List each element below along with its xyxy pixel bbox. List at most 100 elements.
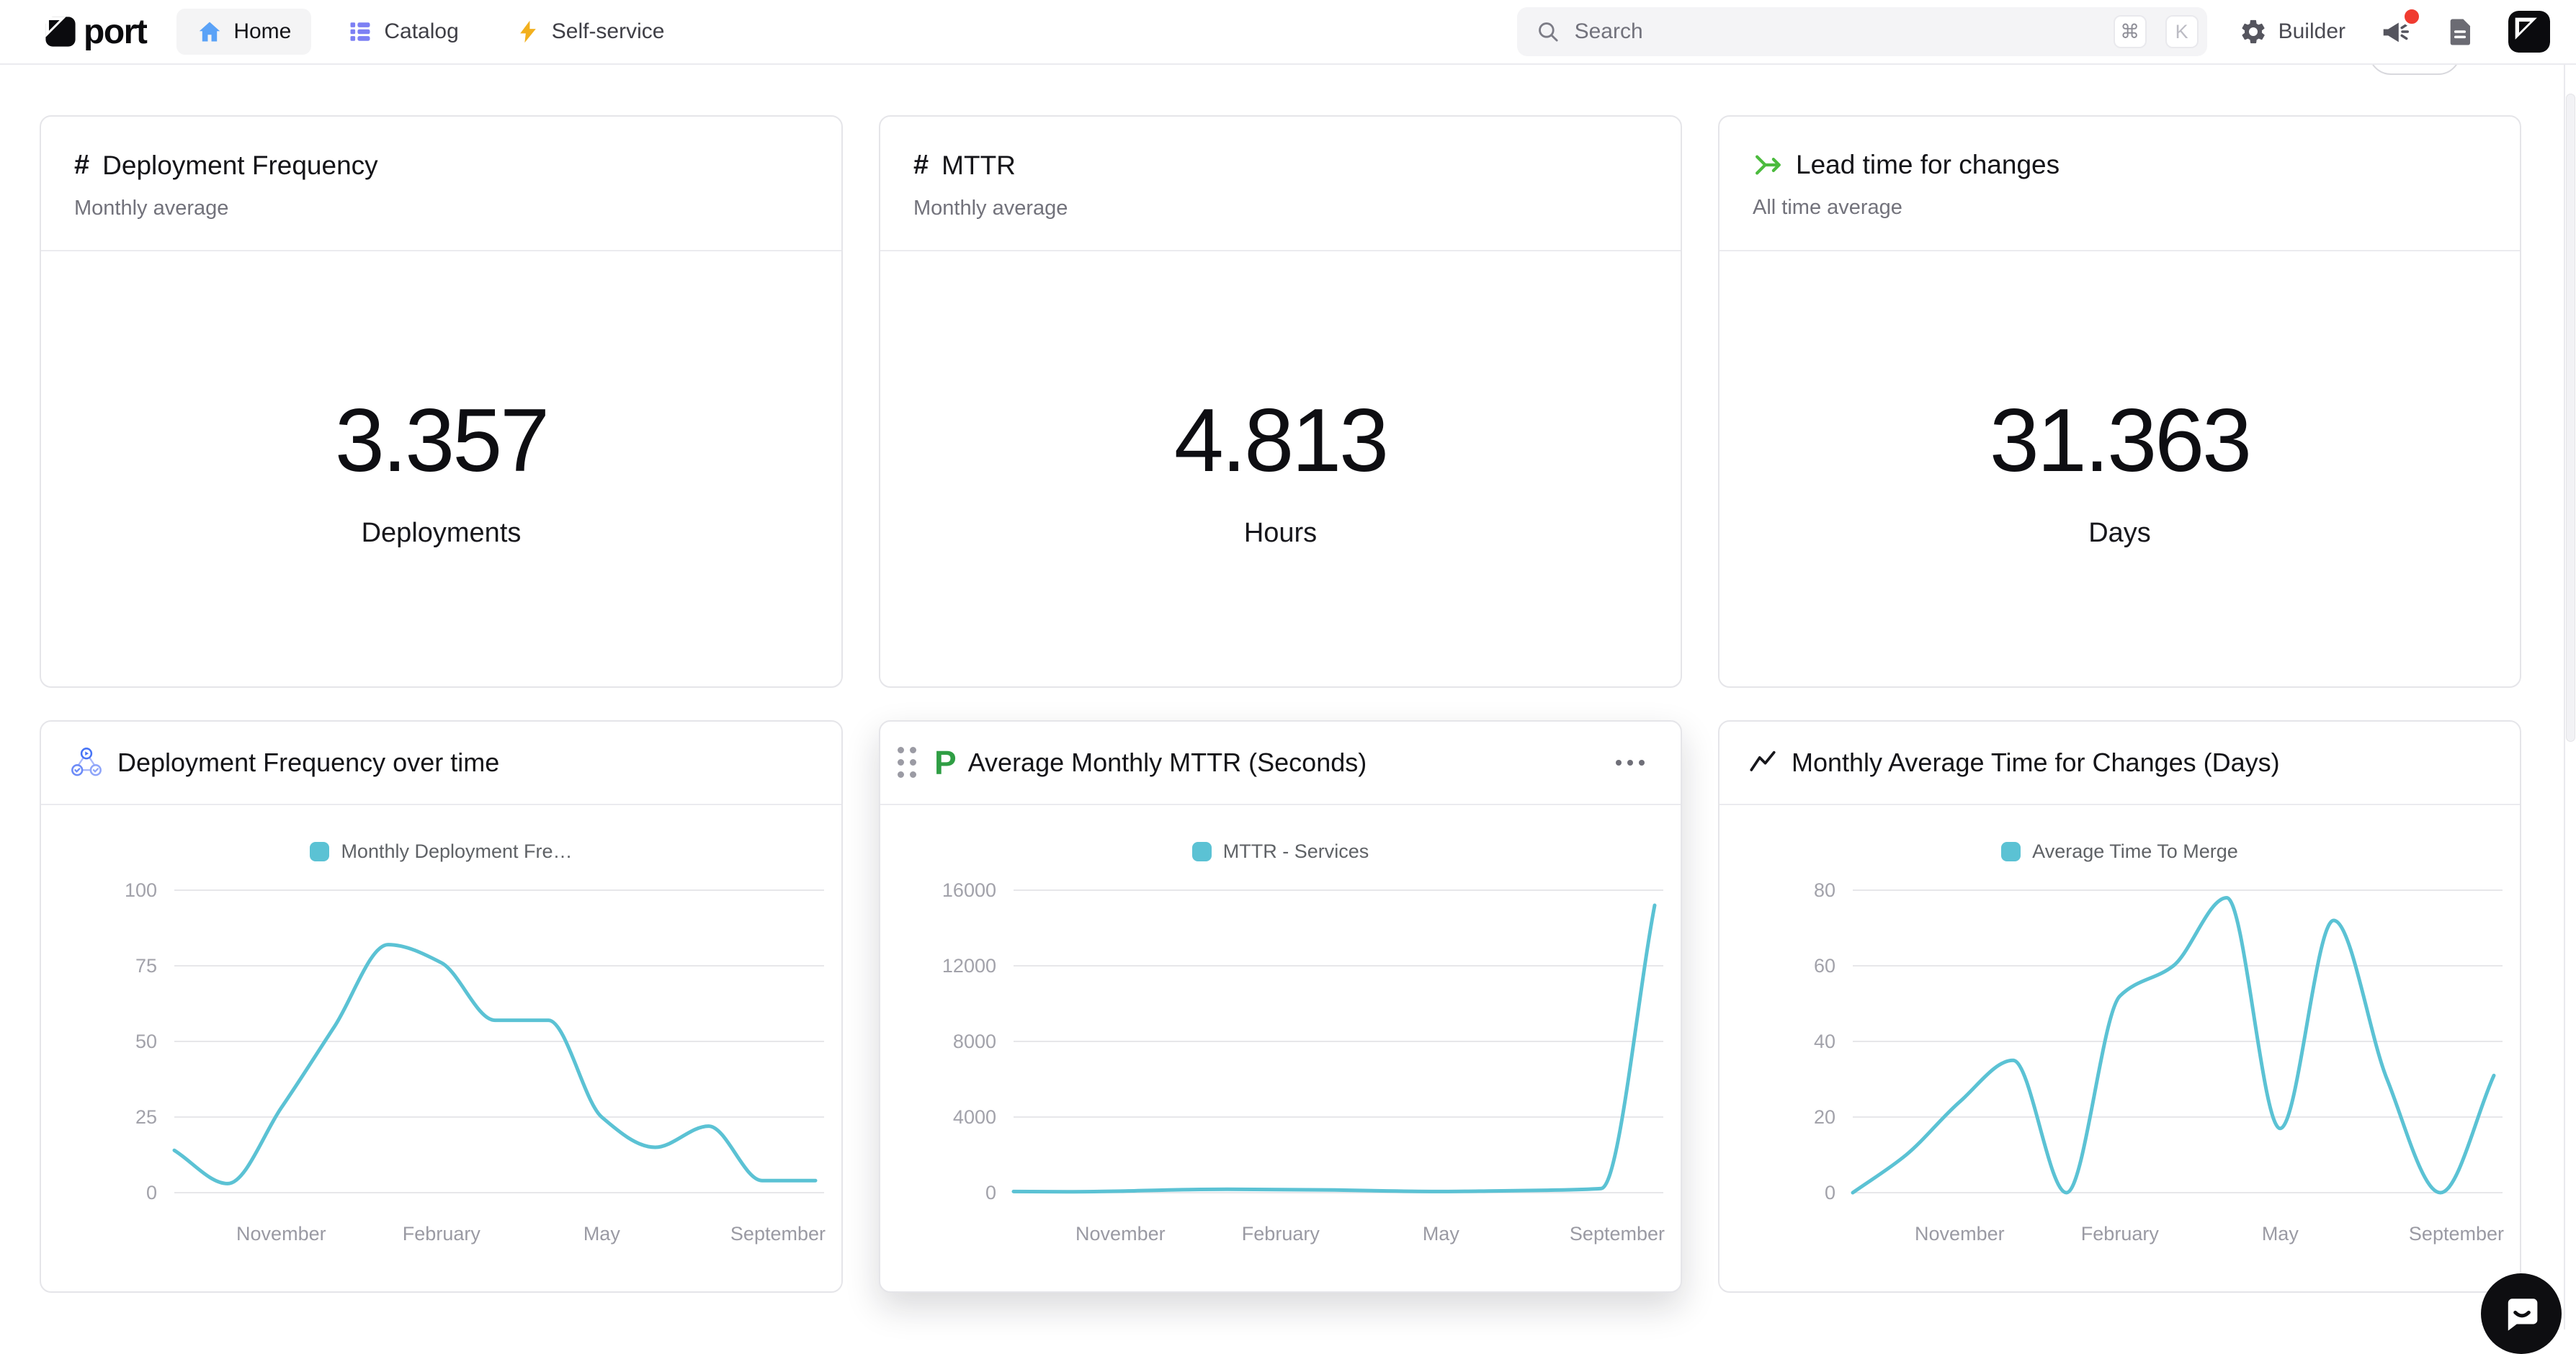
- legend-label: Monthly Deployment Fre…: [341, 840, 572, 863]
- gear-icon: [2239, 17, 2268, 46]
- stat-card-header: Lead time for changes All time average: [1719, 117, 2520, 251]
- chart-title: Monthly Average Time for Changes (Days): [1792, 748, 2280, 778]
- pipeline-icon: [70, 746, 103, 779]
- stat-card-subtitle: Monthly average: [74, 197, 808, 220]
- legend-item[interactable]: Average Time To Merge: [1719, 837, 2520, 866]
- notification-dot: [2402, 6, 2422, 27]
- stat-card-lead-time: Lead time for changes All time average 3…: [1718, 115, 2521, 688]
- legend-item[interactable]: Monthly Deployment Fre…: [41, 837, 841, 866]
- port-p-icon: P: [934, 746, 957, 779]
- stat-value: 3.357: [335, 390, 547, 492]
- chart-title: Average Monthly MTTR (Seconds): [968, 748, 1367, 778]
- svg-text:0: 0: [985, 1182, 996, 1203]
- avatar-port-glyph-icon: [2508, 11, 2550, 53]
- svg-text:16000: 16000: [942, 879, 996, 901]
- svg-text:8000: 8000: [953, 1031, 996, 1052]
- stat-card-title: Lead time for changes: [1796, 150, 2060, 180]
- svg-text:25: 25: [135, 1106, 157, 1128]
- svg-text:November: November: [1075, 1223, 1166, 1245]
- stat-unit: Hours: [1244, 518, 1317, 549]
- svg-text:May: May: [1423, 1223, 1460, 1245]
- builder-button[interactable]: Builder: [2239, 17, 2345, 46]
- stat-unit: Days: [2088, 518, 2151, 549]
- svg-text:September: September: [1570, 1223, 1665, 1245]
- svg-text:September: September: [2409, 1223, 2504, 1245]
- svg-text:November: November: [1915, 1223, 2005, 1245]
- merge-arrow-icon: [1753, 150, 1783, 180]
- stat-card-body: 31.363 Days: [1719, 251, 2520, 686]
- scrollbar-track: [2564, 65, 2576, 1330]
- chat-widget-button[interactable]: [2481, 1273, 2562, 1354]
- svg-text:4000: 4000: [953, 1106, 996, 1128]
- home-icon: [197, 19, 223, 45]
- hash-icon: #: [913, 150, 929, 181]
- svg-text:February: February: [2081, 1223, 2160, 1245]
- stat-card-subtitle: All time average: [1753, 196, 2487, 220]
- user-avatar[interactable]: [2508, 11, 2550, 53]
- trend-line-icon: [1748, 748, 1777, 777]
- builder-label: Builder: [2278, 19, 2345, 44]
- svg-text:February: February: [1242, 1223, 1320, 1245]
- search-icon: [1536, 19, 1560, 44]
- document-icon: [2445, 17, 2475, 47]
- svg-text:February: February: [403, 1223, 481, 1245]
- legend-item[interactable]: MTTR - Services: [880, 837, 1681, 866]
- svg-text:50: 50: [135, 1031, 157, 1052]
- legend-swatch: [2001, 842, 2021, 861]
- k-key-badge: K: [2165, 15, 2199, 48]
- chart-card-header: Deployment Frequency over time: [41, 722, 841, 805]
- nav-item-self-service[interactable]: Self-service: [495, 9, 685, 55]
- stat-card-body: 4.813 Hours: [880, 251, 1681, 686]
- port-logo-text: port: [84, 12, 146, 52]
- catalog-list-icon: [347, 19, 373, 45]
- stat-card-deployment-frequency: # Deployment Frequency Monthly average 3…: [40, 115, 843, 688]
- svg-text:May: May: [583, 1223, 621, 1245]
- legend-swatch: [1192, 842, 1212, 861]
- scrollbar-thumb[interactable]: [2566, 94, 2575, 742]
- search-input[interactable]: Search ⌘ K: [1517, 7, 2207, 56]
- cmd-key-badge: ⌘: [2114, 15, 2147, 48]
- port-logo-icon: [42, 13, 79, 50]
- svg-text:0: 0: [146, 1182, 157, 1203]
- legend-label: MTTR - Services: [1223, 840, 1369, 863]
- stat-card-body: 3.357 Deployments: [41, 251, 841, 686]
- hash-icon: #: [74, 150, 89, 181]
- main-nav: Home Catalog Self-service: [176, 9, 684, 55]
- legend-label: Average Time To Merge: [2032, 840, 2238, 863]
- search-placeholder: Search: [1575, 19, 2095, 44]
- nav-item-catalog[interactable]: Catalog: [327, 9, 478, 55]
- chart-title: Deployment Frequency over time: [117, 748, 499, 778]
- drag-handle-icon[interactable]: [898, 747, 917, 779]
- docs-button[interactable]: [2445, 17, 2475, 47]
- stat-card-title: MTTR: [942, 151, 1016, 181]
- port-logo[interactable]: port: [42, 12, 146, 52]
- stat-card-title: Deployment Frequency: [102, 151, 378, 181]
- line-chart-svg: 0 4000 8000 12000 16000 November February May Se…: [880, 869, 1683, 1272]
- top-navigation-bar: port Home Catalog Self-service: [0, 0, 2576, 65]
- chart-card-header: Monthly Average Time for Changes (Days): [1719, 722, 2520, 805]
- announcements-button[interactable]: [2379, 15, 2412, 48]
- stat-card-mttr: # MTTR Monthly average 4.813 Hours: [879, 115, 1682, 688]
- svg-text:May: May: [2262, 1223, 2299, 1245]
- chart-card-deployment-frequency: Deployment Frequency over time Monthly D…: [40, 720, 843, 1293]
- nav-label: Home: [233, 19, 291, 44]
- line-chart: 0 4000 8000 12000 16000 November February May Se…: [880, 869, 1681, 1275]
- stat-card-header: # Deployment Frequency Monthly average: [41, 117, 841, 251]
- stat-unit: Deployments: [362, 518, 522, 549]
- svg-text:75: 75: [135, 955, 157, 977]
- svg-text:100: 100: [125, 879, 157, 901]
- stat-card-header: # MTTR Monthly average: [880, 117, 1681, 251]
- stat-value: 4.813: [1174, 390, 1387, 492]
- legend-swatch: [310, 842, 329, 861]
- svg-text:60: 60: [1814, 955, 1835, 977]
- svg-text:40: 40: [1814, 1031, 1835, 1052]
- nav-label: Catalog: [384, 19, 458, 44]
- more-menu-icon[interactable]: [1609, 753, 1652, 773]
- chat-bubble-icon: [2500, 1293, 2542, 1335]
- nav-item-home[interactable]: Home: [176, 9, 311, 55]
- nav-label: Self-service: [552, 19, 665, 44]
- svg-text:12000: 12000: [942, 955, 996, 977]
